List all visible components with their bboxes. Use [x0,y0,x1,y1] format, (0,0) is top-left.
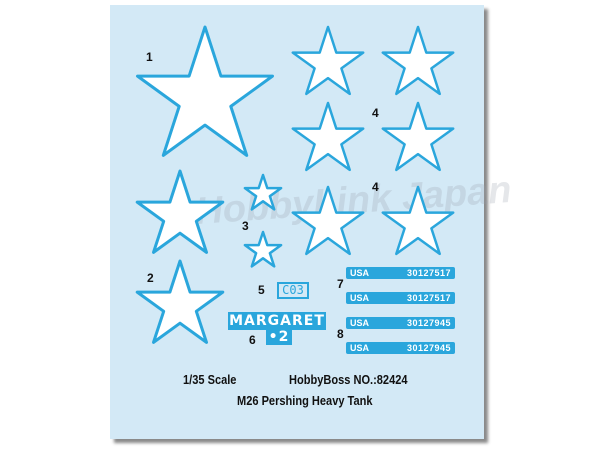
star-decal [381,185,455,256]
label-8: 8 [337,327,344,341]
decal-strip: USA 30127945 [346,317,455,329]
decal-strip: USA 30127517 [346,292,455,304]
star-decal [381,101,455,172]
brand-text: HobbyBoss NO.:82424 [289,372,408,387]
label-3: 3 [242,219,249,233]
label-7: 7 [337,277,344,291]
star-decal [291,25,365,96]
star-decal [243,230,283,268]
label-4a: 4 [372,106,379,120]
star-decal [135,169,225,254]
star-decal [136,25,274,157]
kit-title: M26 Pershing Heavy Tank [237,393,373,408]
decal-strip: USA 30127517 [346,267,455,279]
star-decal [291,101,365,172]
star-decal [243,173,283,211]
star-decal [291,185,365,256]
label-5: 5 [258,283,265,297]
label-6: 6 [249,333,256,347]
decal-strip: USA 30127945 [346,342,455,354]
scale-text: 1/35 Scale [183,372,237,387]
decal-c03: C03 [277,282,309,299]
label-4b: 4 [372,180,379,194]
label-1: 1 [146,50,153,64]
star-decal [135,259,225,344]
label-2: 2 [147,271,154,285]
decal-margaret: MARGARET [228,312,326,330]
decal-margaret-number: •2 [266,329,292,345]
star-decal [381,25,455,96]
